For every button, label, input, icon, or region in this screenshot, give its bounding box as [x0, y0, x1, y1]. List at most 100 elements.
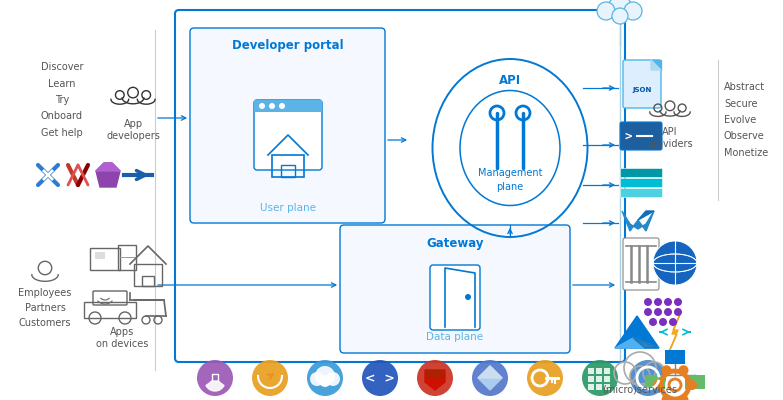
Polygon shape: [622, 211, 654, 231]
Circle shape: [326, 372, 340, 386]
Polygon shape: [615, 338, 659, 348]
Polygon shape: [478, 366, 502, 390]
Bar: [596, 368, 602, 374]
Polygon shape: [651, 60, 661, 70]
Circle shape: [269, 103, 275, 109]
Circle shape: [465, 294, 471, 300]
Text: >: >: [625, 130, 633, 142]
Text: Discover
Learn
Try
Onboard
Get help: Discover Learn Try Onboard Get help: [41, 62, 83, 138]
Circle shape: [644, 298, 652, 306]
Circle shape: [315, 366, 335, 386]
Circle shape: [649, 318, 657, 326]
Circle shape: [252, 360, 288, 396]
Text: API: API: [499, 74, 521, 86]
Text: API
providers: API providers: [648, 127, 693, 149]
Circle shape: [362, 360, 398, 396]
Bar: [588, 384, 594, 390]
Text: Abstract
Secure
Evolve
Observe
Monetize: Abstract Secure Evolve Observe Monetize: [724, 82, 768, 158]
Bar: [665, 350, 685, 364]
Bar: [84, 302, 136, 318]
Text: JSON: JSON: [633, 87, 651, 93]
FancyBboxPatch shape: [175, 10, 625, 362]
Circle shape: [197, 360, 233, 396]
Text: Apps
on devices: Apps on devices: [96, 327, 148, 349]
Polygon shape: [651, 60, 661, 70]
Bar: [604, 384, 610, 390]
FancyBboxPatch shape: [620, 122, 662, 150]
Bar: [118, 245, 136, 270]
FancyBboxPatch shape: [254, 100, 322, 170]
Polygon shape: [615, 316, 659, 348]
Text: Data plane: Data plane: [427, 332, 484, 342]
Circle shape: [669, 318, 677, 326]
Circle shape: [624, 2, 642, 20]
Bar: [426, 370, 444, 378]
Circle shape: [664, 308, 672, 316]
Circle shape: [630, 360, 666, 396]
Circle shape: [608, 0, 632, 20]
Circle shape: [310, 372, 324, 386]
Bar: [90, 248, 120, 270]
Circle shape: [679, 365, 688, 375]
Bar: [604, 376, 610, 382]
Circle shape: [674, 308, 682, 316]
Circle shape: [654, 308, 662, 316]
FancyBboxPatch shape: [190, 28, 385, 223]
Circle shape: [417, 360, 453, 396]
Bar: [620, 188, 662, 197]
Text: Gateway: Gateway: [426, 238, 484, 250]
Circle shape: [662, 395, 672, 400]
Polygon shape: [206, 381, 224, 391]
Circle shape: [472, 360, 508, 396]
Circle shape: [654, 298, 662, 306]
Text: Employees
Partners
Customers: Employees Partners Customers: [18, 288, 72, 328]
Text: User plane: User plane: [260, 203, 316, 213]
Bar: [588, 376, 594, 382]
Bar: [134, 264, 162, 286]
Text: <  >: < >: [365, 372, 395, 384]
Bar: [588, 368, 594, 374]
Text: Management
plane: Management plane: [478, 168, 543, 192]
Circle shape: [674, 298, 682, 306]
Polygon shape: [478, 366, 502, 378]
FancyBboxPatch shape: [623, 238, 659, 290]
Circle shape: [687, 380, 697, 390]
Bar: [596, 384, 602, 390]
Bar: [620, 168, 662, 177]
Circle shape: [597, 2, 615, 20]
Text: Developer portal: Developer portal: [233, 38, 344, 52]
Polygon shape: [96, 163, 120, 187]
Bar: [620, 208, 656, 234]
Bar: [254, 100, 322, 112]
FancyBboxPatch shape: [623, 60, 661, 108]
Circle shape: [653, 241, 697, 285]
Circle shape: [259, 103, 265, 109]
Circle shape: [664, 298, 672, 306]
Polygon shape: [96, 163, 120, 171]
Circle shape: [659, 318, 667, 326]
Circle shape: [307, 360, 343, 396]
Bar: [604, 368, 610, 374]
Circle shape: [662, 365, 672, 375]
Circle shape: [527, 360, 563, 396]
Bar: [645, 375, 665, 389]
Bar: [95, 252, 105, 259]
Circle shape: [612, 8, 628, 24]
Text: (micro)services: (micro)services: [602, 385, 677, 395]
FancyBboxPatch shape: [340, 225, 570, 353]
Circle shape: [679, 395, 688, 400]
Polygon shape: [633, 338, 659, 348]
Text: App
developers: App developers: [106, 119, 160, 141]
Bar: [272, 155, 304, 177]
Bar: [685, 375, 705, 389]
Bar: [142, 276, 154, 286]
Circle shape: [279, 103, 285, 109]
Bar: [34, 161, 62, 189]
FancyBboxPatch shape: [430, 265, 480, 330]
Circle shape: [582, 360, 618, 396]
Circle shape: [319, 375, 331, 387]
Polygon shape: [425, 370, 445, 390]
Circle shape: [644, 308, 652, 316]
Circle shape: [653, 380, 663, 390]
Bar: [620, 178, 662, 187]
